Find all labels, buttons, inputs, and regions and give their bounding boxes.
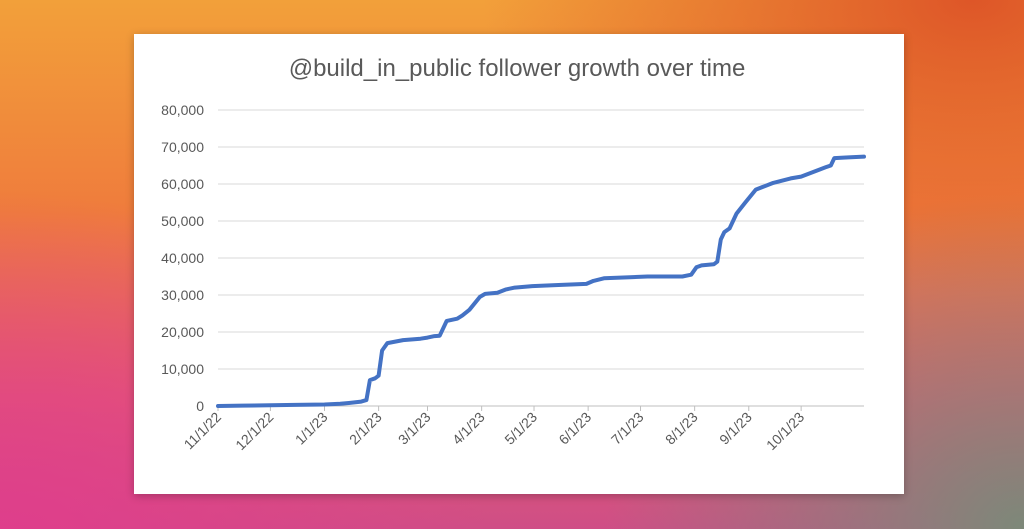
chart-card: @build_in_public follower growth over ti…	[134, 34, 904, 494]
y-tick-label: 10,000	[161, 361, 204, 377]
x-tick-label: 5/1/23	[501, 409, 540, 448]
x-tick-label: 3/1/23	[395, 409, 434, 448]
x-tick-label: 12/1/22	[232, 409, 276, 453]
x-tick-label: 11/1/22	[181, 409, 225, 453]
y-axis-ticks: 0 10,000 20,000 30,000 40,000 50,000 60,000 70,…	[161, 102, 204, 414]
x-tick-label: 4/1/23	[449, 409, 488, 448]
y-tick-label: 50,000	[161, 213, 204, 229]
x-tick-label: 8/1/23	[662, 409, 701, 448]
y-tick-label: 20,000	[161, 324, 204, 340]
x-tick-label: 1/1/23	[292, 409, 331, 448]
y-tick-label: 60,000	[161, 176, 204, 192]
series-line	[216, 154, 866, 408]
x-tick-label: 6/1/23	[555, 409, 594, 448]
gridlines	[218, 109, 864, 370]
y-tick-label: 0	[196, 398, 204, 414]
line-chart: @build_in_public follower growth over ti…	[161, 55, 866, 453]
x-tick-label: 2/1/23	[346, 409, 385, 448]
x-tick-label: 10/1/23	[763, 409, 807, 453]
y-tick-label: 70,000	[161, 139, 204, 155]
x-axis-ticks: 11/1/22 12/1/22 1/1/23 2/1/23 3/1/23 4/1/23 5/…	[181, 406, 807, 453]
y-tick-label: 80,000	[161, 102, 204, 118]
series-layer	[216, 154, 866, 408]
y-tick-label: 40,000	[161, 250, 204, 266]
y-tick-label: 30,000	[161, 287, 204, 303]
chart-title: @build_in_public follower growth over ti…	[289, 55, 746, 82]
x-tick-label: 9/1/23	[716, 409, 755, 448]
x-tick-label: 7/1/23	[608, 409, 647, 448]
